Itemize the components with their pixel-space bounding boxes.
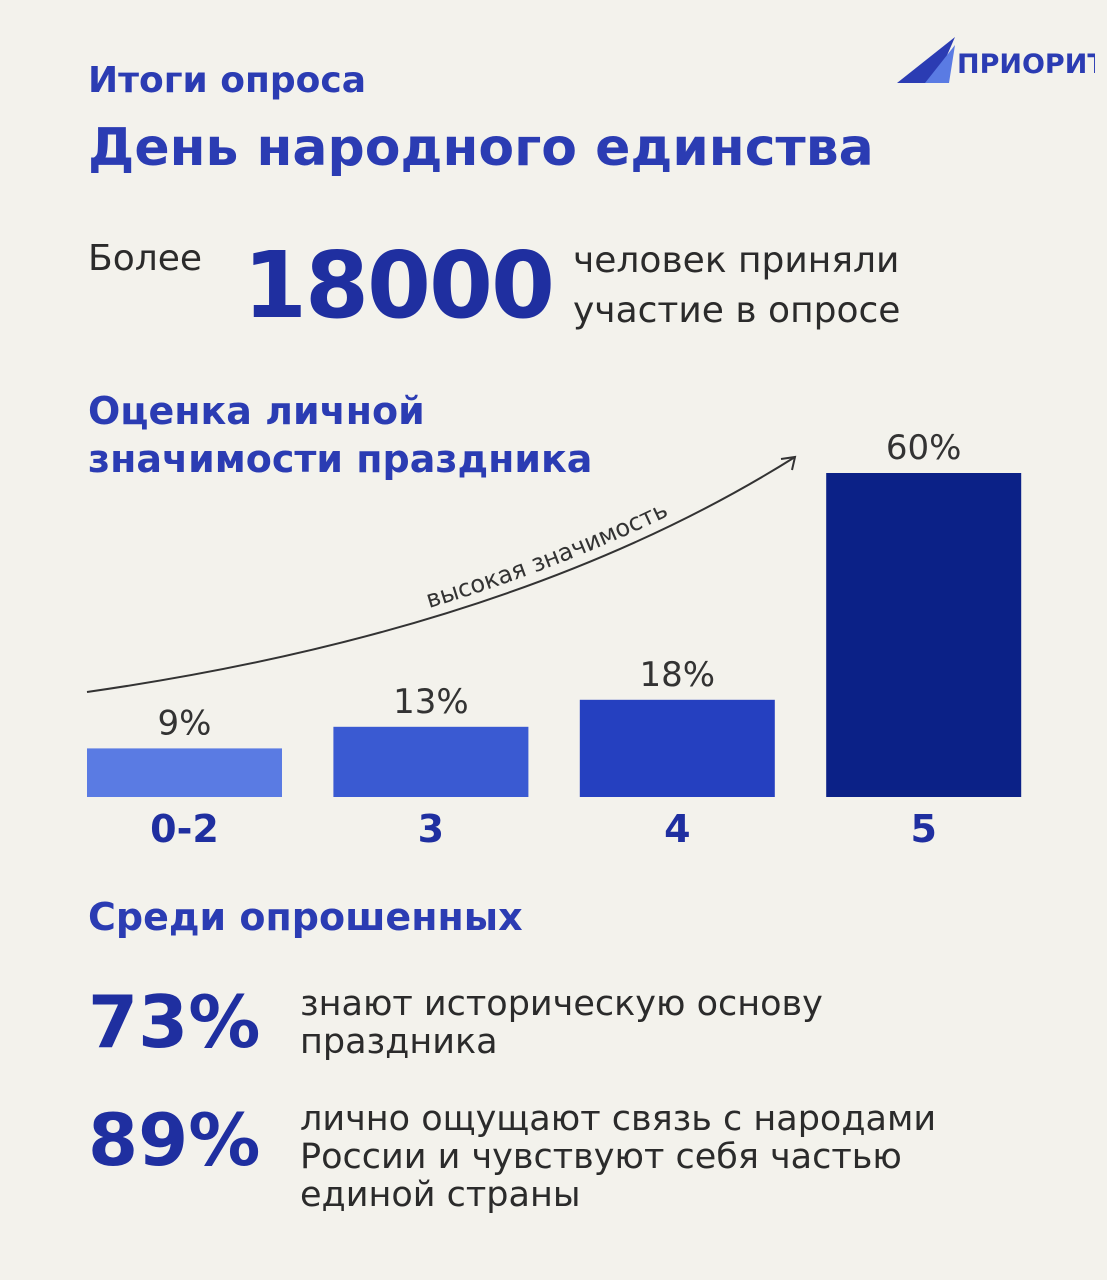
participants-text: участие в опросе	[573, 290, 901, 331]
logo-mark	[897, 37, 955, 83]
bar	[826, 473, 1022, 797]
category-label: 3	[418, 807, 444, 851]
chart-title: Оценка личной значимости праздника	[88, 389, 593, 481]
logo: ПРИОРИТЕТ	[897, 37, 1095, 83]
arrow-head	[780, 455, 797, 471]
stat-text: лично ощущают связь с народами России и …	[300, 1099, 937, 1215]
subtitle: Итоги опроса	[88, 60, 367, 101]
participants-number: 18000	[243, 232, 555, 339]
annotation-arrow	[86, 456, 796, 693]
annotation: высокая значимость	[423, 495, 672, 613]
participants-text: человек приняли	[573, 240, 900, 281]
category-label: 5	[910, 807, 936, 851]
bar	[87, 748, 282, 797]
value-label: 60%	[886, 428, 962, 468]
annotation-text: высокая значимость	[423, 495, 672, 613]
logo-mark	[925, 45, 955, 83]
stat-value: 89%	[88, 1098, 261, 1182]
value-label: 18%	[640, 655, 716, 695]
chart: высокая значимость 9% 0-2 13% 3 18% 4 60% 5	[86, 428, 1022, 851]
value-label: 13%	[393, 682, 469, 722]
logo-text: ПРИОРИТЕТ	[957, 49, 1095, 80]
stat-value: 73%	[88, 980, 261, 1064]
category-label: 4	[664, 807, 690, 851]
bar	[579, 699, 775, 797]
bar	[333, 726, 529, 797]
stats-title: Среди опрошенных	[88, 895, 523, 939]
stat-text: знают историческую основу праздника	[300, 984, 823, 1062]
title: День народного единства	[88, 118, 874, 178]
category-label: 0-2	[150, 807, 219, 851]
participants-prefix: Более	[88, 238, 203, 279]
value-label: 9%	[158, 703, 212, 743]
